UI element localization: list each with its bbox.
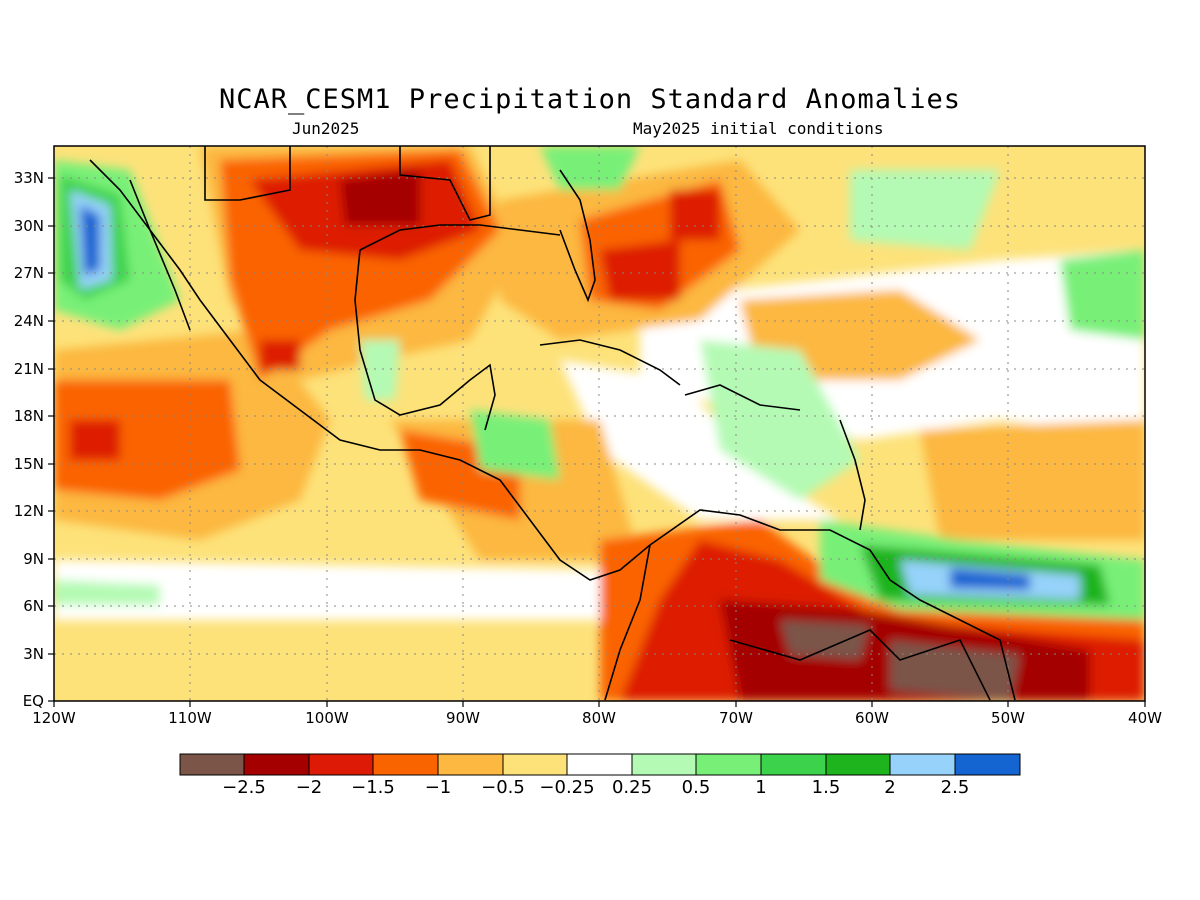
colorbar-bin <box>437 753 504 776</box>
lon-label: 120W <box>32 709 76 727</box>
lat-label: 24N <box>13 312 44 330</box>
colorbar-bin <box>308 753 374 776</box>
colorbar-bin <box>631 753 697 776</box>
colorbar-label: 0.25 <box>611 777 653 798</box>
colorbar-label: 1 <box>755 777 767 798</box>
colorbar-label: −0.25 <box>539 777 595 798</box>
initial-conditions: May2025 initial conditions <box>633 119 884 138</box>
lat-label: EQ <box>22 692 44 710</box>
colorbar-bin <box>372 753 439 776</box>
colorbar-bin <box>954 753 1021 776</box>
colorbar-bin <box>889 753 956 776</box>
lon-label: 60W <box>855 709 889 727</box>
lon-label: 90W <box>446 709 480 727</box>
forecast-month: Jun2025 <box>292 119 360 138</box>
colorbar-label: −2.5 <box>222 777 266 798</box>
lat-label: 9N <box>23 550 44 568</box>
coastlines <box>89 146 1016 701</box>
colorbar-label: −2 <box>295 777 323 798</box>
colorbar-bin <box>760 753 827 776</box>
colorbar-label: 2 <box>884 777 896 798</box>
lon-label: 40W <box>1128 709 1162 727</box>
colorbar-label: −1 <box>424 777 452 798</box>
graticule <box>54 146 1145 701</box>
colorbar-bin <box>566 753 633 776</box>
colorbar-bin <box>179 753 245 776</box>
lat-label: 30N <box>13 217 44 235</box>
lon-label: 110W <box>168 709 212 727</box>
lat-label: 18N <box>13 407 44 425</box>
colorbar-label: 0.5 <box>681 777 711 798</box>
colorbar-label: −0.5 <box>481 777 525 798</box>
lat-label: 6N <box>23 597 44 615</box>
colorbar-bin <box>502 753 568 776</box>
colorbar-label: 2.5 <box>940 777 970 798</box>
lon-label: 80W <box>582 709 616 727</box>
lon-label: 100W <box>305 709 349 727</box>
axis-ticks <box>48 177 1146 707</box>
lat-label: 12N <box>13 502 44 520</box>
lat-label: 27N <box>13 264 44 282</box>
lat-label: 3N <box>23 645 44 663</box>
lat-label: 33N <box>13 169 44 187</box>
colorbar-bin <box>825 753 891 776</box>
map-title: NCAR_CESM1 Precipitation Standard Anomal… <box>219 84 961 115</box>
colorbar-label: −1.5 <box>351 777 395 798</box>
lon-label: 70W <box>719 709 753 727</box>
lat-label: 15N <box>13 455 44 473</box>
lon-label: 50W <box>991 709 1025 727</box>
anomaly-field <box>54 146 1145 701</box>
colorbar-label: 1.5 <box>811 777 841 798</box>
lat-label: 21N <box>13 360 44 378</box>
colorbar-bin <box>243 753 310 776</box>
colorbar-bin <box>695 753 762 776</box>
colorbar <box>179 753 1021 776</box>
